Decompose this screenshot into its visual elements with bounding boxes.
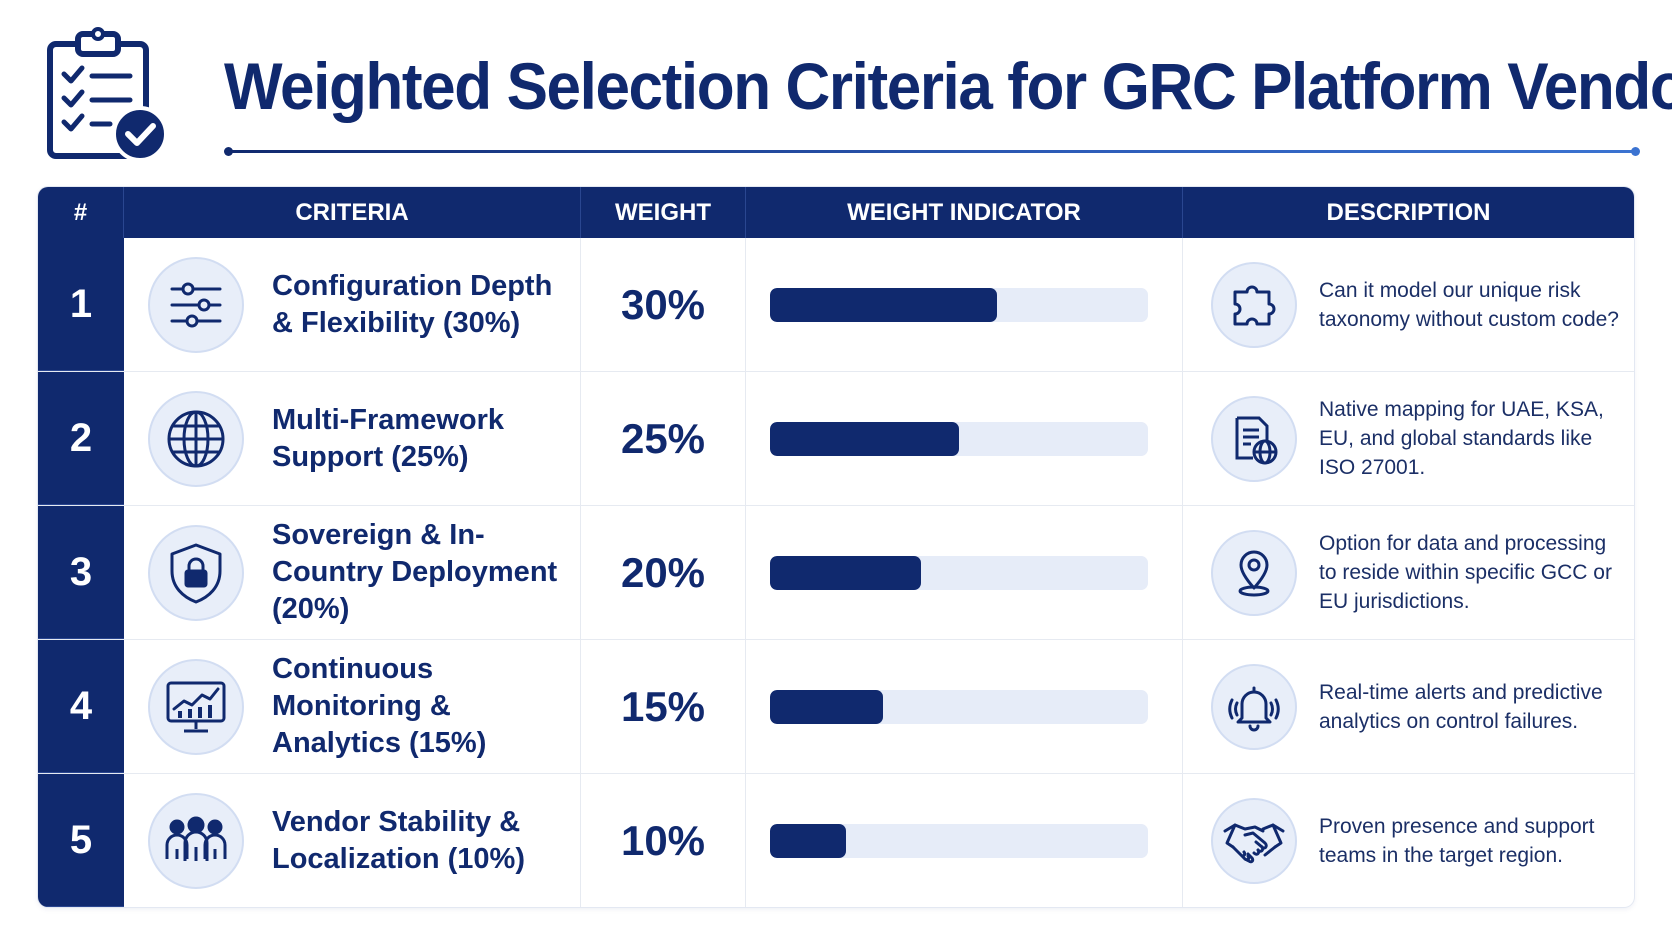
weight-indicator — [746, 238, 1183, 371]
criteria-cell: Sovereign & In-Country Deployment (20%) — [124, 506, 581, 639]
page-title: Weighted Selection Criteria for GRC Plat… — [224, 49, 1672, 123]
weight-bar-track — [770, 823, 1148, 858]
weight-value: 15% — [581, 640, 746, 773]
description-text: Proven presence and support teams in the… — [1319, 814, 1595, 867]
table-row: 5 Vendor Stability & Localization (10%) … — [38, 774, 1634, 907]
row-number: 2 — [38, 372, 124, 505]
criteria-label: Vendor Stability & Localization (10%) — [272, 805, 525, 875]
header-weight: WEIGHT — [581, 187, 746, 238]
row-number: 1 — [38, 238, 124, 371]
criteria-cell: Configuration Depth & Flexibility (30%) — [124, 238, 581, 371]
document-globe-icon — [1211, 395, 1297, 482]
row-number: 4 — [38, 640, 124, 773]
criteria-cell: Continuous Monitoring & Analytics (15%) — [124, 640, 581, 773]
criteria-label: Configuration Depth & Flexibility (30%) — [272, 269, 553, 339]
header-indicator: WEIGHT INDICATOR — [746, 187, 1183, 238]
weight-bar-track — [770, 287, 1148, 322]
globe-icon — [148, 390, 244, 487]
weight-value: 30% — [581, 238, 746, 371]
description-text: Real-time alerts and predictive analytic… — [1319, 680, 1603, 733]
weight-indicator — [746, 372, 1183, 505]
description-cell: Can it model our unique risk taxonomy wi… — [1183, 238, 1634, 371]
shield-lock-icon — [148, 524, 244, 621]
table-row: 2 Multi-Framework Support (25%) 25% — [38, 372, 1634, 506]
table-row: 4 Continuous Monitoring & Analytics (15%… — [38, 640, 1634, 774]
criteria-label: Sovereign & In-Country Deployment (20%) — [272, 519, 558, 625]
row-number: 5 — [38, 774, 124, 907]
puzzle-icon — [1211, 261, 1297, 348]
handshake-icon — [1211, 797, 1297, 884]
description-cell: Option for data and processing to reside… — [1183, 506, 1634, 639]
table-row: 1 Configuration Depth & Flexibility (30%… — [38, 238, 1634, 372]
weight-bar-fill — [770, 823, 846, 858]
description-text: Option for data and processing to reside… — [1319, 532, 1612, 613]
weight-bar-fill — [770, 287, 997, 322]
title-divider — [224, 147, 1640, 156]
clipboard-checklist-icon — [44, 26, 174, 166]
criteria-cell: Vendor Stability & Localization (10%) — [124, 774, 581, 907]
criteria-cell: Multi-Framework Support (25%) — [124, 372, 581, 505]
bell-alert-icon — [1211, 663, 1297, 750]
weight-bar-fill — [770, 689, 884, 724]
header-criteria: CRITERIA — [124, 187, 581, 238]
weight-bar-track — [770, 689, 1148, 724]
sliders-icon — [148, 256, 244, 353]
weight-value: 10% — [581, 774, 746, 907]
weight-indicator — [746, 774, 1183, 907]
description-cell: Real-time alerts and predictive analytic… — [1183, 640, 1634, 773]
criteria-label: Continuous Monitoring & Analytics (15%) — [272, 653, 487, 759]
description-cell: Proven presence and support teams in the… — [1183, 774, 1634, 907]
weight-value: 20% — [581, 506, 746, 639]
weight-bar-fill — [770, 421, 959, 456]
description-cell: Native mapping for UAE, KSA, EU, and glo… — [1183, 372, 1634, 505]
header-description: DESCRIPTION — [1326, 199, 1491, 226]
table-header: # CRITERIA WEIGHT WEIGHT INDICATOR DESCR… — [38, 187, 1634, 238]
table-body: 1 Configuration Depth & Flexibility (30%… — [38, 238, 1634, 907]
header-num: # — [38, 187, 124, 238]
table-row: 3 Sovereign & In-Country Deployment (20%… — [38, 506, 1634, 640]
description-text: Native mapping for UAE, KSA, EU, and glo… — [1319, 398, 1604, 479]
location-pin-icon — [1211, 529, 1297, 616]
weight-value: 25% — [581, 372, 746, 505]
weight-indicator — [746, 640, 1183, 773]
team-icon — [148, 792, 244, 889]
weight-bar-track — [770, 421, 1148, 456]
weight-indicator — [746, 506, 1183, 639]
monitor-chart-icon — [148, 658, 244, 755]
criteria-label: Multi-Framework Support (25%) — [272, 403, 505, 473]
weight-bar-fill — [770, 555, 922, 590]
row-number: 3 — [38, 506, 124, 639]
weight-bar-track — [770, 555, 1148, 590]
criteria-table: # CRITERIA WEIGHT WEIGHT INDICATOR DESCR… — [38, 187, 1634, 907]
description-text: Can it model our unique risk taxonomy wi… — [1319, 278, 1619, 331]
